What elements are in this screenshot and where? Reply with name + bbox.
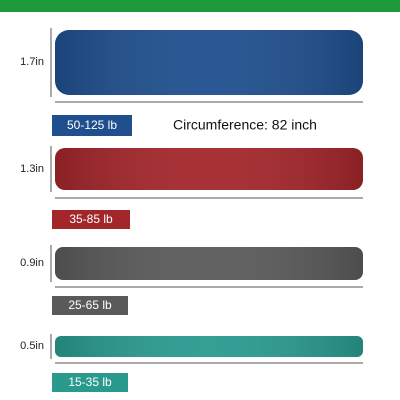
band-3: 0.9in 25-65 lb bbox=[20, 245, 363, 315]
resistance-box bbox=[52, 373, 128, 392]
resistance-label: 50-125 lb bbox=[67, 118, 117, 132]
circumference-label: Circumference: 82 inch bbox=[173, 117, 317, 133]
resistance-label: 35-85 lb bbox=[69, 212, 113, 226]
band-shade bbox=[55, 247, 363, 280]
thickness-label: 1.7in bbox=[20, 56, 44, 68]
band-shade bbox=[55, 30, 363, 95]
thickness-label: 0.5in bbox=[20, 340, 44, 352]
resistance-label: 25-65 lb bbox=[68, 298, 112, 312]
resistance-label: 15-35 lb bbox=[68, 375, 112, 389]
top-bar bbox=[0, 0, 400, 12]
band-2: 1.3in 35-85 lb bbox=[20, 146, 363, 229]
band-4: 0.5in 15-35 lb bbox=[20, 334, 363, 392]
band-shade bbox=[55, 148, 363, 190]
thickness-label: 1.3in bbox=[20, 163, 44, 175]
resistance-box bbox=[52, 115, 132, 136]
resistance-box bbox=[52, 210, 130, 229]
band-shade bbox=[55, 336, 363, 357]
band-1: 1.7in 50-125 lb Circumference: 82 inch bbox=[20, 28, 363, 136]
resistance-box bbox=[52, 296, 128, 315]
thickness-label: 0.9in bbox=[20, 257, 44, 269]
